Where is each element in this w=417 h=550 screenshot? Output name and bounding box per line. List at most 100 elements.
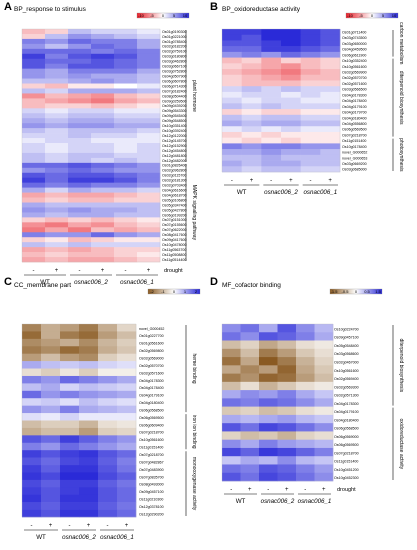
gene-label: Os04g0556800 <box>342 122 367 126</box>
heatmap-cell <box>296 332 315 341</box>
heatmap-cell <box>240 406 260 416</box>
heatmap-cell <box>117 338 137 347</box>
heatmap-cell <box>60 479 80 488</box>
heatmap-cell <box>68 157 92 164</box>
treatment-sign: + <box>289 178 293 184</box>
heatmap-cell <box>114 123 138 129</box>
heatmap-cell <box>277 472 297 482</box>
heatmap-cell <box>314 332 334 341</box>
heatmap-cell <box>240 464 260 474</box>
heatmap-cell <box>22 383 42 392</box>
heatmap-cell <box>241 160 262 167</box>
heatmap-cell <box>320 103 341 110</box>
heatmap-cell <box>91 113 115 119</box>
heatmap-cell <box>137 162 161 169</box>
heatmap-border <box>21 323 137 518</box>
heatmap-cell <box>296 373 315 383</box>
heatmap-cell <box>296 324 315 333</box>
heatmap-cell <box>281 160 301 167</box>
heatmap-cell <box>98 324 118 332</box>
heatmap-cell <box>137 157 161 164</box>
heatmap-cell <box>281 97 301 104</box>
heatmap-cell <box>137 29 161 35</box>
heatmap-cell <box>22 128 46 134</box>
heatmap-cell <box>60 465 80 473</box>
heatmap-cell <box>68 232 92 238</box>
heatmap-cell <box>114 138 138 144</box>
heatmap-cell <box>259 357 278 366</box>
gene-label: Os02g0759100 <box>162 50 187 54</box>
heatmap-cell <box>114 152 138 159</box>
heatmap-cell <box>117 472 137 481</box>
heatmap-cell <box>320 80 341 87</box>
heatmap-cell <box>68 197 92 203</box>
heatmap-cell <box>281 51 301 58</box>
heatmap-cell <box>277 464 297 474</box>
panel-title: MF_cofactor binding <box>222 282 281 289</box>
heatmap-cell <box>22 217 46 223</box>
heatmap-cell <box>79 465 99 473</box>
heatmap-cell <box>91 222 115 228</box>
gene-label: Os08g0417600 <box>162 233 187 237</box>
heatmap-cell <box>22 58 46 65</box>
heatmap-cell <box>45 138 69 144</box>
heatmap-cell <box>68 78 92 84</box>
heatmap-cell <box>137 103 161 109</box>
heatmap-cell <box>91 83 115 89</box>
treatment-label: drought <box>164 268 183 274</box>
heatmap-cell <box>296 464 315 474</box>
gene-label: Os03g0669200 <box>342 162 367 166</box>
heatmap-cell <box>114 207 138 213</box>
heatmap-cell <box>314 348 334 358</box>
gene-label: Os10g0478000 <box>162 243 187 247</box>
heatmap-cell <box>79 502 99 510</box>
heatmap-cell <box>45 202 69 208</box>
heatmap-cell <box>22 442 42 451</box>
heatmap-cell <box>79 346 99 354</box>
heatmap-cell <box>68 202 92 208</box>
heatmap-cell <box>222 439 241 449</box>
heatmap-cell <box>277 348 297 358</box>
heatmap-cell <box>296 423 315 432</box>
heatmap-cell <box>296 472 315 482</box>
heatmap-cell <box>60 413 80 421</box>
heatmap-cell <box>68 182 92 188</box>
heatmap-cell <box>261 69 282 76</box>
heatmap-cell <box>45 242 69 248</box>
heatmap-cell <box>41 368 61 377</box>
heatmap-cell <box>281 86 301 93</box>
gene-label: Os10g0451200 <box>334 468 359 472</box>
gene-label: Os05g0347400 <box>162 203 187 207</box>
heatmap-cell <box>259 456 278 465</box>
treatment-sign: + <box>285 487 289 493</box>
heatmap-cell <box>117 420 137 429</box>
gene-label: Os12g0152900 <box>162 144 187 148</box>
heatmap-cell <box>137 108 161 114</box>
heatmap-cell <box>45 29 69 35</box>
heatmap-cell <box>114 217 138 223</box>
heatmap-cell <box>222 126 242 133</box>
heatmap-cell <box>261 166 282 173</box>
heatmap-cell <box>22 192 46 198</box>
heatmap-cell <box>22 147 46 154</box>
heatmap-cell <box>91 147 115 154</box>
heatmap-cell <box>68 68 92 74</box>
heatmap-cell <box>281 137 301 144</box>
heatmap-cell <box>222 34 242 41</box>
heatmap-cell <box>222 74 242 81</box>
heatmap-cell <box>91 247 115 253</box>
heatmap-cell <box>300 120 321 127</box>
heatmap-cell <box>79 479 99 488</box>
heatmap-cell <box>241 154 262 161</box>
heatmap-cell <box>296 431 315 440</box>
heatmap-cell <box>137 113 161 119</box>
heatmap-cell <box>114 38 138 45</box>
heatmap-cell <box>117 435 137 444</box>
heatmap-cell <box>314 324 334 333</box>
heatmap-cell <box>68 162 92 169</box>
heatmap-cell <box>45 227 69 233</box>
gene-label: Os04g0179100 <box>334 410 359 414</box>
heatmap-cell <box>68 147 92 154</box>
heatmap-cell <box>241 143 262 150</box>
heatmap-cell <box>296 406 315 416</box>
